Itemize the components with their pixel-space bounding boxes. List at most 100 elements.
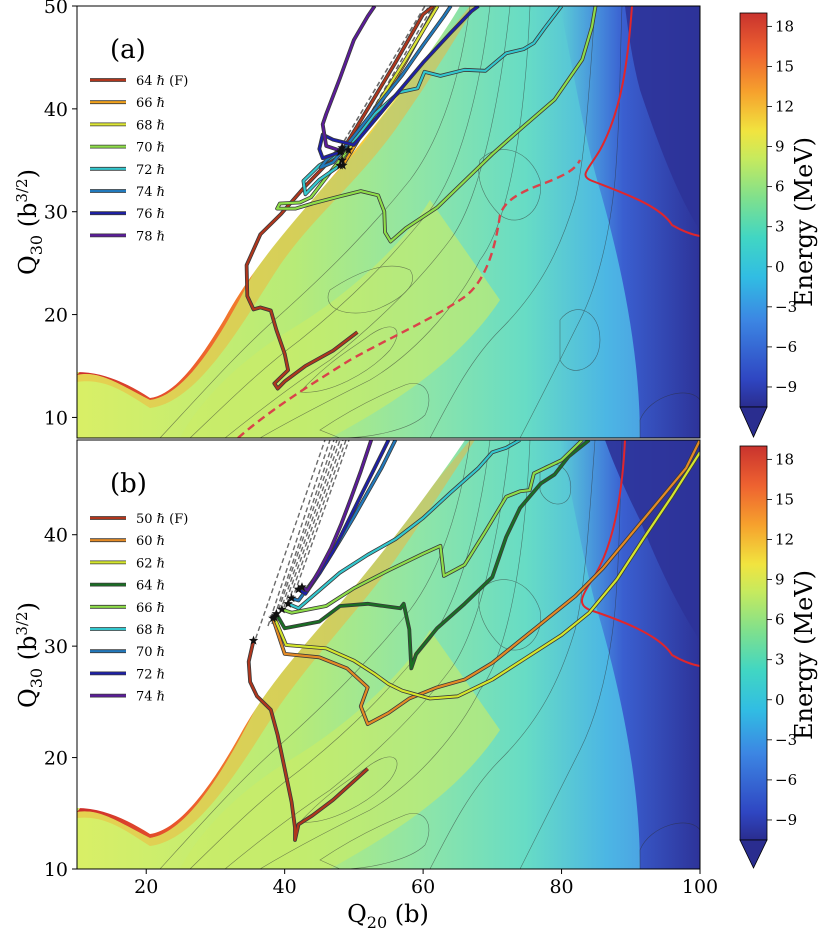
legend-label-0: 50 ℏ (F): [136, 512, 188, 527]
x-tick-label-3: 80: [549, 876, 573, 898]
y-tick-label-3: 40: [44, 525, 68, 547]
cbar-tick-label-5: 3: [775, 651, 785, 669]
legend-label-2: 62 ℏ: [136, 556, 165, 571]
star-marker-3: [271, 608, 282, 618]
y-tick-label-2: 30: [44, 636, 68, 658]
legend-label-1: 60 ℏ: [136, 534, 165, 549]
cbar-tick-label-8: −6: [775, 771, 797, 789]
series-line-1: [271, 440, 700, 726]
panel-b-star-markers: [248, 582, 307, 645]
cbar-tick-label-0: 18: [775, 17, 794, 35]
star-marker-6: [286, 593, 297, 603]
series-line-4: [302, 6, 563, 196]
legend-label-6: 76 ℏ: [136, 207, 165, 222]
star-marker-2: [337, 155, 347, 165]
legend-label-0: 64 ℏ (F): [136, 74, 188, 89]
panel-a-colorbar-ticks: 18 15 12 9 6 3 0 −3 −6 −9: [767, 17, 797, 396]
cbar-tick-label-2: 12: [775, 97, 794, 115]
cbar-tick-label-8: −6: [775, 338, 797, 356]
star-marker-3: [343, 145, 354, 154]
series-line-0: [247, 640, 369, 842]
legend-label-8: 74 ℏ: [136, 690, 165, 705]
cbar-tick-label-9: −9: [775, 811, 797, 829]
cbar-tick-label-0: 18: [775, 450, 794, 468]
series-line-3: [276, 6, 597, 243]
panel-b-legend: 50 ℏ (F) 60 ℏ 62 ℏ 64 ℏ 66 ℏ 68 ℏ 70 ℏ 72 ℏ 74 ℏ: [90, 512, 188, 705]
legend-label-3: 70 ℏ: [136, 141, 165, 156]
y-tick-label-1: 20: [44, 305, 68, 327]
series-line-7: [321, 6, 376, 153]
cbar-tick-label-7: −3: [775, 298, 797, 316]
legend-label-4: 66 ℏ: [136, 601, 165, 616]
panel-a-tag: (a): [110, 35, 146, 65]
cbar-tick-label-2: 12: [775, 530, 794, 548]
panel-a-colorbar-title: Energy (MeV): [790, 137, 818, 307]
series-line-5: [319, 6, 452, 169]
cbar-tick-label-6: 0: [775, 258, 785, 276]
cbar-tick-label-4: 6: [775, 611, 785, 629]
cbar-tick-label-4: 6: [775, 178, 785, 196]
x-tick-label-0: 20: [134, 876, 158, 898]
y-tick-label-4: 50: [44, 0, 68, 18]
series-line-0: [245, 6, 435, 390]
cbar-tick-label-7: −3: [775, 731, 797, 749]
panel-a-contour-surface: [77, 6, 700, 438]
legend-label-2: 68 ℏ: [136, 118, 165, 133]
star-marker-8: [297, 582, 307, 592]
cbar-tick-label-5: 3: [775, 218, 785, 236]
legend-label-7: 78 ℏ: [136, 229, 165, 244]
legend-label-7: 72 ℏ: [136, 667, 165, 682]
panel-b-tag: (b): [110, 469, 147, 499]
panel-a-legend: 64 ℏ (F) 66 ℏ 68 ℏ 70 ℏ 72 ℏ 74 ℏ 76 ℏ 78 ℏ: [90, 74, 188, 244]
panel-b-frame: [76, 439, 701, 870]
x-tick-label-4: 100: [682, 876, 718, 898]
star-marker-7: [336, 146, 347, 156]
legend-label-5: 68 ℏ: [136, 623, 165, 638]
series-line-5: [287, 440, 521, 610]
panel-a-series-group: [244, 6, 598, 391]
panel-a-frame: [76, 5, 701, 439]
series-line-4: [281, 440, 584, 614]
star-marker-7: [293, 584, 304, 594]
series-line-6: [318, 6, 480, 160]
y-tick-label-0: 10: [44, 407, 68, 429]
series-line-2: [273, 451, 700, 700]
y-tick-label-3: 40: [44, 99, 68, 121]
legend-label-5: 74 ℏ: [136, 185, 165, 200]
panel-a-colorbar: 18 15 12 9 6 3 0 −3 −6 −9 Energy (MeV): [739, 12, 818, 438]
y-tick-label-0: 10: [44, 859, 68, 881]
panel-b-series-group: [246, 440, 700, 842]
panel-b-colorbar: 18 15 12 9 6 3 0 −3 −6 −9 Energy (MeV): [739, 445, 818, 869]
series-line-8: [301, 440, 373, 592]
y-tick-label-2: 30: [44, 202, 68, 224]
legend-label-1: 66 ℏ: [136, 96, 165, 111]
panel-b-contour-surface: [77, 440, 700, 869]
panel-a-star-markers: [335, 142, 354, 170]
legend-label-3: 64 ℏ: [136, 579, 165, 594]
panel-b-x-axis-title: Q20 (b): [347, 900, 429, 932]
panel-b-colorbar-ticks: 18 15 12 9 6 3 0 −3 −6 −9: [767, 450, 797, 829]
legend-label-4: 72 ℏ: [136, 163, 165, 178]
cbar-tick-label-1: 15: [775, 490, 794, 508]
x-tick-label-2: 60: [411, 876, 435, 898]
cbar-tick-label-1: 15: [775, 57, 794, 75]
star-marker-5: [283, 598, 293, 608]
x-tick-label-1: 40: [273, 876, 297, 898]
cbar-tick-label-3: 9: [775, 571, 785, 589]
panel-b-colorbar-title: Energy (MeV): [790, 570, 818, 740]
panel-a-y-axis-title: Q30 (b3/2): [13, 169, 46, 275]
panel-a-y-axis: 10 20 30 40 50: [44, 0, 77, 429]
star-marker-4: [277, 604, 287, 614]
cbar-tick-label-6: 0: [775, 691, 785, 709]
panel-b-x-axis: 20 40 60 80 100: [134, 869, 718, 898]
cbar-tick-label-3: 9: [775, 138, 785, 156]
star-marker-5: [337, 142, 347, 152]
y-tick-label-1: 20: [44, 748, 68, 770]
star-marker-4: [335, 160, 345, 170]
series-line-3: [275, 440, 590, 670]
legend-label-6: 70 ℏ: [136, 645, 165, 660]
cbar-tick-label-9: −9: [775, 378, 797, 396]
